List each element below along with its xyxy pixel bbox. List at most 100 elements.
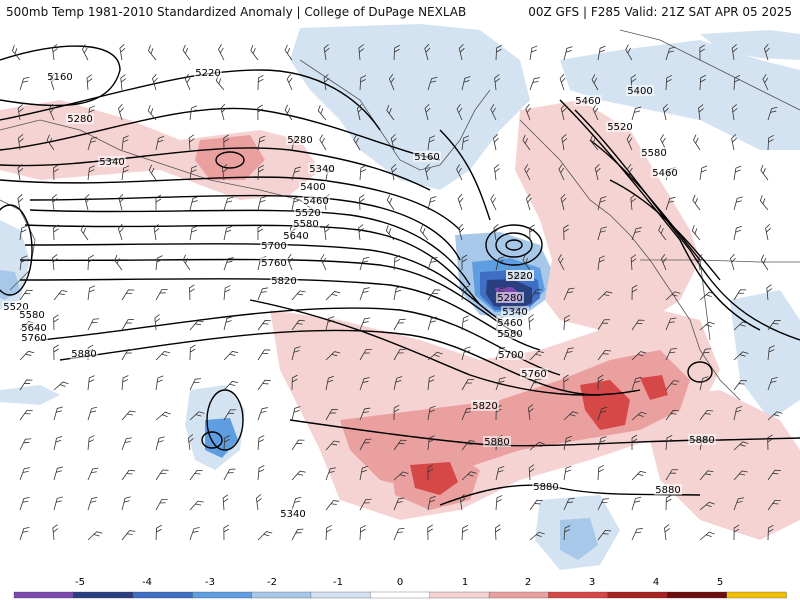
colorbar-tick-label: 3 (589, 577, 595, 588)
wind-barb (733, 524, 740, 541)
contour-label-bg (496, 317, 524, 328)
wind-barb (291, 528, 304, 541)
colorbar-swatch (73, 591, 134, 599)
wind-barb (427, 256, 438, 271)
wind-barb (189, 500, 204, 511)
wind-barb (767, 434, 773, 451)
wind-barb (597, 464, 605, 481)
wind-barb (17, 194, 24, 211)
contour-label-bg (651, 167, 679, 178)
contour-label-bg (496, 328, 524, 339)
contour-label-bg (2, 301, 30, 312)
contour-label-bg (574, 95, 602, 106)
wind-barb (393, 318, 406, 331)
contour-label: 5820 (472, 401, 497, 412)
wind-barb (84, 193, 91, 211)
wind-barb (19, 438, 32, 451)
wind-barb (597, 529, 611, 541)
contour-label-bg (471, 400, 499, 411)
wind-barb (698, 104, 704, 121)
wind-barb (626, 134, 633, 151)
wind-barb (53, 344, 59, 361)
wind-barb (86, 74, 93, 91)
wind-barb (699, 321, 715, 331)
wind-barb (627, 163, 633, 181)
wind-barb (699, 165, 708, 181)
negative-anomaly-area (560, 40, 800, 150)
wind-barb (155, 350, 171, 361)
wind-barb (19, 76, 30, 91)
wind-barb (597, 374, 604, 391)
wind-barb (87, 496, 98, 511)
contour-label: 5520 (3, 302, 28, 313)
wind-barb (287, 253, 294, 271)
positive-anomaly-area (640, 390, 800, 540)
contour-label-bg (260, 240, 288, 251)
wind-barb (559, 73, 566, 91)
colorbar-tick-label: -3 (205, 577, 215, 588)
contour-label: 5340 (99, 157, 124, 168)
wind-barb (189, 320, 204, 331)
wind-barb (81, 44, 89, 61)
wind-barb (391, 164, 397, 181)
wind-barb (731, 134, 737, 151)
contour-label: 5760 (261, 258, 286, 269)
wind-barb (733, 406, 743, 421)
wind-barb (493, 224, 500, 241)
colorbar-tick-label: 1 (462, 577, 468, 588)
header-bar: 500mb Temp 1981-2010 Standardized Anomal… (0, 0, 800, 24)
wind-barb (223, 134, 229, 151)
contour-label-bg (70, 348, 98, 359)
wind-barb (147, 105, 157, 121)
wind-barb (155, 436, 165, 451)
wind-barb (182, 44, 191, 61)
wind-barb (625, 44, 633, 61)
wind-barb (46, 134, 55, 151)
wind-barb (87, 375, 95, 391)
positive-anomaly-area (640, 375, 668, 400)
wind-barb (155, 135, 165, 151)
wind-barb (665, 469, 679, 481)
wind-barb (87, 467, 99, 481)
wind-barb (528, 314, 535, 331)
wind-barb (121, 530, 136, 541)
wind-barb (356, 103, 363, 121)
wind-barb (325, 316, 335, 331)
contour-label-bg (98, 156, 126, 167)
wind-barb (461, 76, 471, 91)
contour-label: 5640 (283, 231, 308, 242)
wind-barb (733, 196, 743, 211)
colorbar-swatch (251, 591, 312, 599)
wind-barb (390, 133, 397, 151)
contour-label: 5700 (261, 241, 286, 252)
wind-barb (53, 406, 63, 421)
wind-barb (529, 350, 545, 361)
contour-label: 5580 (293, 219, 318, 230)
wind-barb (19, 496, 30, 511)
wind-barb (291, 346, 301, 361)
wind-barb (524, 164, 531, 181)
contour-label: 5580 (19, 310, 44, 321)
contour-labels: 5160 522052805340528053405400546055205580… (2, 67, 716, 520)
wind-barb (766, 284, 773, 301)
wind-barb (563, 497, 575, 511)
wind-barb (767, 469, 781, 481)
wind-barb (733, 351, 749, 361)
wind-barb (699, 470, 714, 481)
wind-barb (597, 349, 612, 361)
wind-barb (461, 471, 477, 481)
wind-barb (87, 406, 98, 421)
wind-barb (631, 528, 643, 541)
wind-barb (17, 104, 24, 121)
wind-barb (53, 435, 63, 451)
wind-barb (456, 164, 463, 181)
wind-barb (223, 409, 237, 421)
contour-label-bg (18, 309, 46, 320)
wind-barb (461, 315, 469, 331)
colorbar-tick-label: -5 (75, 577, 85, 588)
wind-barb (155, 288, 168, 301)
negative-anomaly-area (0, 385, 60, 405)
wind-barb (528, 464, 535, 481)
wind-barb (53, 381, 69, 391)
wind-barb (461, 135, 470, 151)
